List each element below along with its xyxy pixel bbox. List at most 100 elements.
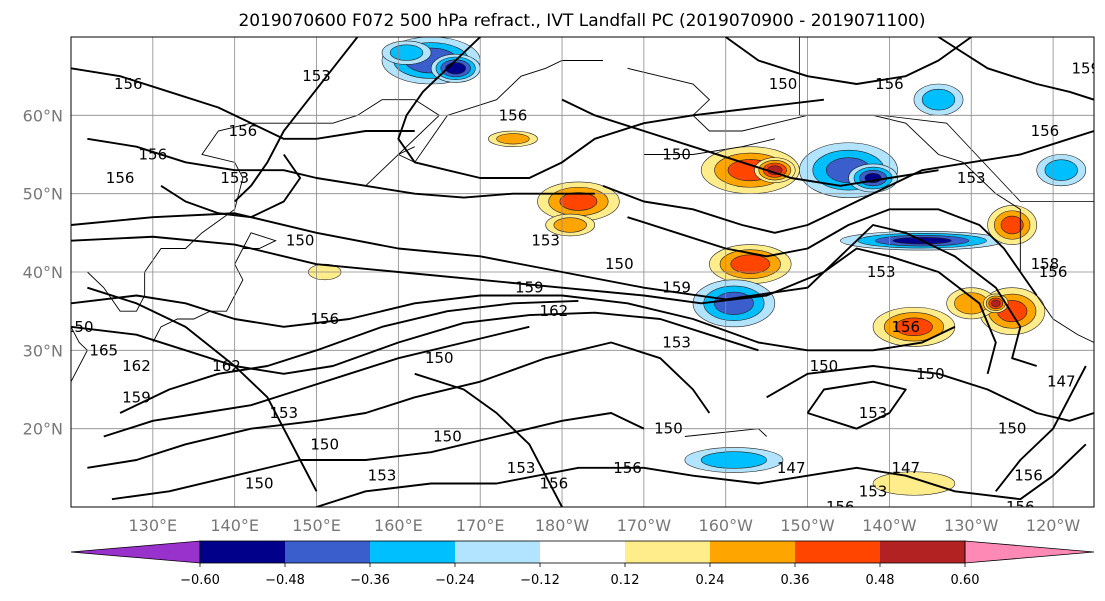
contour-label-8: 159 xyxy=(515,279,544,297)
colorbar-tick-label-4: −0.12 xyxy=(520,573,560,588)
ivt-blob-17 xyxy=(895,317,933,337)
contour-line-16 xyxy=(87,137,595,199)
ivt-blob-21 xyxy=(872,471,956,496)
colorbar-segment-2 xyxy=(285,541,370,563)
lon-tick-label-8: 150°W xyxy=(780,516,835,535)
contour-line-15 xyxy=(71,67,415,140)
colorbar-extend-high xyxy=(964,540,1095,564)
map-frame xyxy=(70,36,1095,508)
contour-line-20 xyxy=(561,98,939,187)
lon-tick-label-9: 140°W xyxy=(862,516,917,535)
ivt-blob-10 xyxy=(730,254,771,274)
ivt-blob-13 xyxy=(1000,215,1024,235)
contour-line-11 xyxy=(234,37,359,203)
coastline-5 xyxy=(643,138,775,155)
contour-label-2: 156 xyxy=(229,122,258,140)
contour-label-49: 156 xyxy=(1006,498,1035,516)
colorbar-segment-9 xyxy=(880,541,965,563)
ivt-blob-8 xyxy=(553,217,587,233)
contour-line-1 xyxy=(71,235,997,375)
contour-label-37: 158 xyxy=(1031,255,1060,273)
contour-line-0 xyxy=(71,212,1038,367)
contour-label-9: 153 xyxy=(531,232,560,250)
coastline-1 xyxy=(152,232,277,343)
contour-label-16: 162 xyxy=(122,357,151,375)
colorbar-tick-label-2: −0.36 xyxy=(350,573,390,588)
contour-label-18: 162 xyxy=(212,357,241,375)
lat-tick-label-0: 20°N xyxy=(23,420,63,439)
lon-tick-label-3: 160°E xyxy=(374,516,423,535)
contour-line-21 xyxy=(87,286,318,492)
contour-label-40: 150 xyxy=(810,357,839,375)
lon-tick-label-6: 170°W xyxy=(617,516,672,535)
contour-label-5: 153 xyxy=(220,169,249,187)
colorbar-segment-5 xyxy=(540,541,625,563)
colorbar-segment-7 xyxy=(710,541,795,563)
colorbar-tick-label-7: 0.36 xyxy=(781,573,810,588)
contour-line-17 xyxy=(160,153,302,219)
contour-label-42: 153 xyxy=(859,404,888,422)
ivt-blob-7 xyxy=(559,192,598,211)
colorbar-segment-1 xyxy=(200,541,285,563)
contour-label-35: 153 xyxy=(957,169,986,187)
contour-label-11: 159 xyxy=(662,279,691,297)
contour-label-15: 165 xyxy=(89,341,118,359)
contour-label-4: 156 xyxy=(106,169,135,187)
contour-label-32: 156 xyxy=(875,75,904,93)
longitude-tick-labels: 130°E 140°E 150°E 160°E 170°E 180°W 170°W 160°W… xyxy=(129,516,1081,535)
contour-label-17: 159 xyxy=(122,388,151,406)
lon-tick-label-5: 180°W xyxy=(535,516,590,535)
colorbar-segment-6 xyxy=(625,541,710,563)
contour-label-36: 156 xyxy=(1039,263,1068,281)
contour-label-41: 150 xyxy=(916,365,945,383)
lon-tick-label-11: 120°W xyxy=(1026,516,1081,535)
colorbar-tick-label-5: 0.12 xyxy=(611,573,640,588)
contour-label-7: 150 xyxy=(286,232,315,250)
contour-label-19: 150 xyxy=(425,349,454,367)
contour-label-10: 150 xyxy=(605,255,634,273)
contour-label-48: 147 xyxy=(1047,373,1076,391)
colorbar-tick-label-9: 0.60 xyxy=(951,573,980,588)
contour-label-0: 156 xyxy=(114,75,143,93)
contour-label-1: 153 xyxy=(302,67,331,85)
contour-label-22: 150 xyxy=(245,475,274,493)
contour-label-27: 156 xyxy=(613,459,642,477)
coastline-2 xyxy=(71,326,88,383)
contour-label-24: 150 xyxy=(433,428,462,446)
ivt-blob-19 xyxy=(1044,159,1078,181)
contour-line-3 xyxy=(71,311,759,375)
colorbar-segment-8 xyxy=(795,541,880,563)
contour-line-18 xyxy=(725,37,972,85)
contour-label-30: 150 xyxy=(769,75,798,93)
contour-line-7 xyxy=(111,412,645,501)
contour-label-6: 156 xyxy=(499,106,528,124)
contour-label-47: 156 xyxy=(1014,467,1043,485)
ivt-blob-2 xyxy=(389,44,424,61)
lat-tick-label-2: 40°N xyxy=(23,263,63,282)
contour-label-13: 156 xyxy=(310,310,339,328)
lat-tick-label-1: 30°N xyxy=(23,341,63,360)
contour-line-10 xyxy=(806,380,907,430)
colorbar-tick-labels: −0.60 −0.48 −0.36 −0.24 −0.12 0.12 0.24 0.36 0.4… xyxy=(180,563,979,588)
lat-tick-label-3: 50°N xyxy=(23,185,63,204)
contour-line-19 xyxy=(937,37,1094,101)
colorbar-tick-label-6: 0.24 xyxy=(696,573,725,588)
ivt-blob-16 xyxy=(991,299,1001,307)
contour-line-5 xyxy=(103,325,530,438)
lon-tick-label-1: 140°E xyxy=(210,516,259,535)
contour-label-31: 150 xyxy=(662,146,691,164)
contour-label-28: 150 xyxy=(654,420,683,438)
contour-line-8 xyxy=(316,443,1087,507)
contour-line-6 xyxy=(87,341,711,469)
contour-label-44: 153 xyxy=(859,482,888,500)
ivt-blob-18 xyxy=(921,88,956,111)
contour-line-23 xyxy=(995,365,1087,492)
contour-label-26: 156 xyxy=(540,475,569,493)
lon-tick-label-10: 130°W xyxy=(944,516,999,535)
contour-label-12: 162 xyxy=(540,302,569,320)
lon-tick-label-2: 150°E xyxy=(292,516,341,535)
contour-label-20: 153 xyxy=(269,404,298,422)
contour-label-46: 150 xyxy=(998,420,1027,438)
colorbar-frame xyxy=(199,540,966,564)
